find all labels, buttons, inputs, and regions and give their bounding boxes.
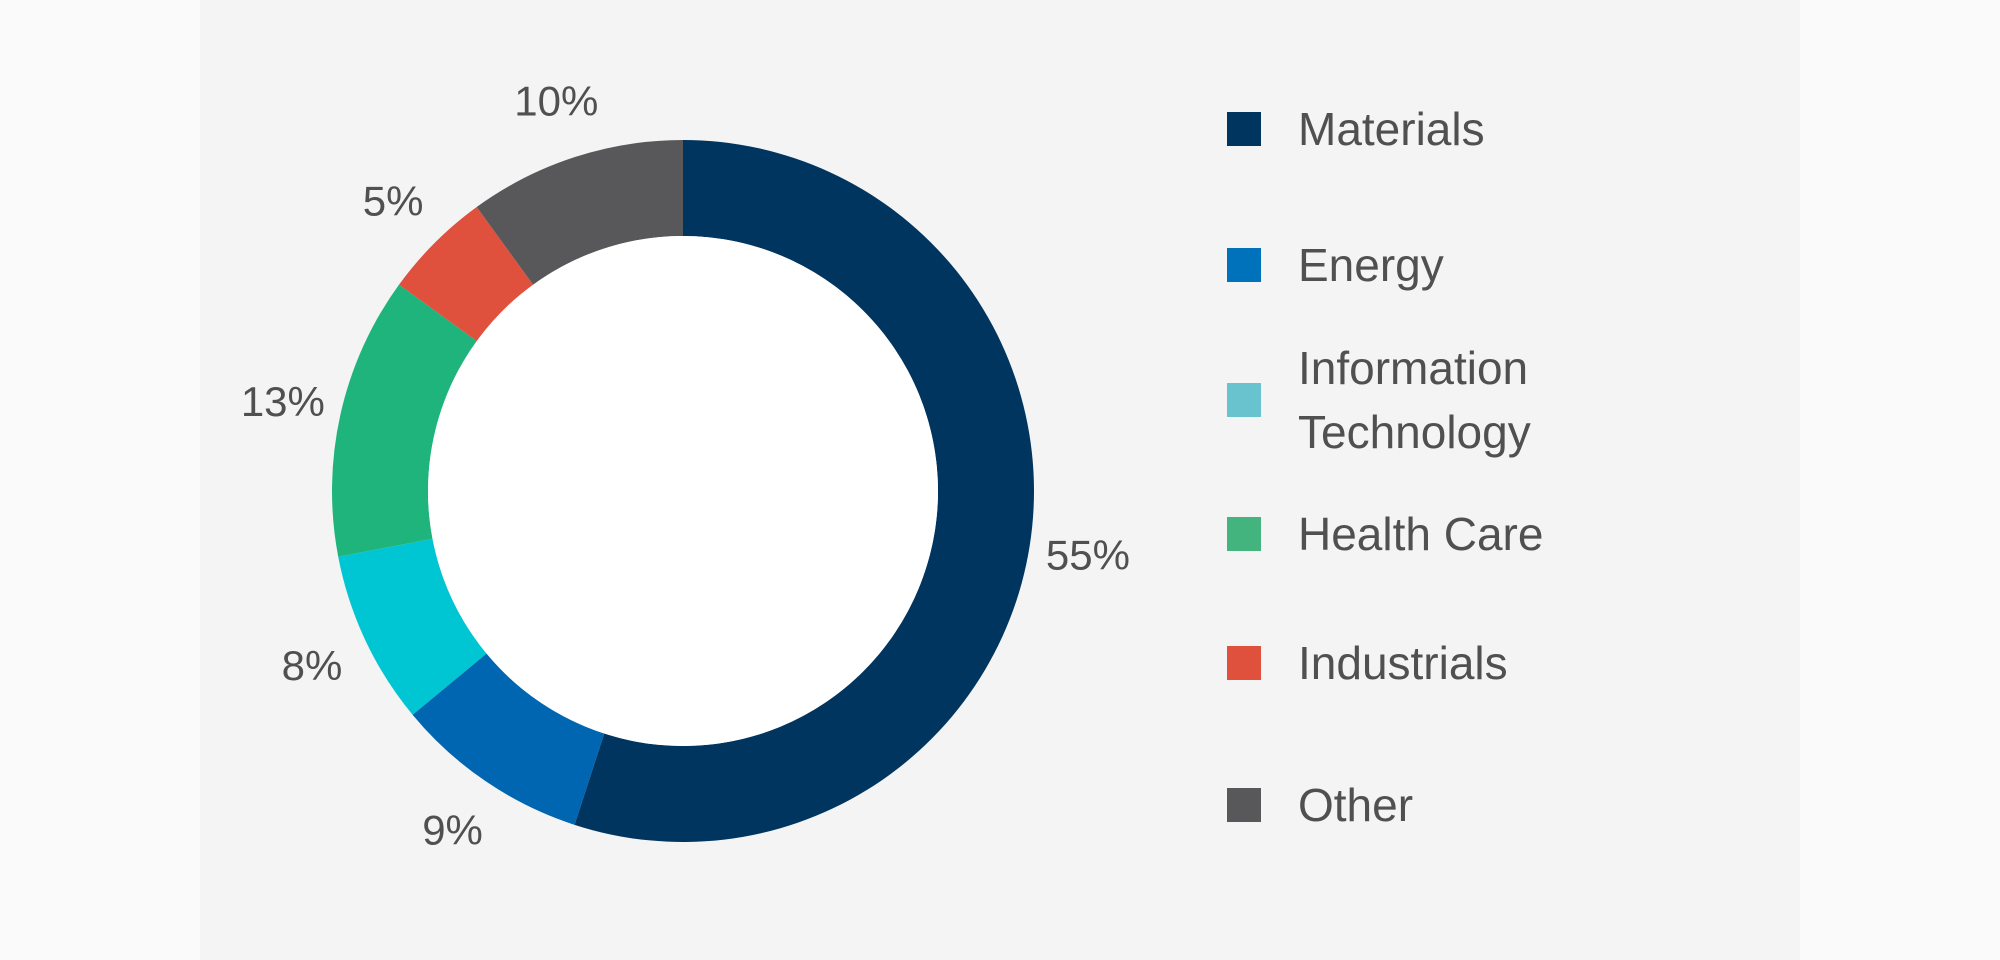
legend-item-energy: Energy [1227, 233, 1727, 297]
pct-label-industrials: 5% [363, 178, 424, 225]
slice-materials [574, 140, 1034, 842]
percent-labels-group: 55% 9% 8% 13% 5% 10% [241, 78, 1130, 854]
donut-hole [428, 236, 938, 746]
donut-chart: 55% 9% 8% 13% 5% 10% [241, 78, 1130, 854]
legend-item-materials: Materials [1227, 97, 1727, 161]
slice-health-care [332, 284, 477, 557]
legend-label-information-technology: Information Technology [1298, 342, 1531, 458]
legend-label-energy: Energy [1298, 239, 1444, 291]
legend-swatch-other [1227, 788, 1261, 822]
pct-label-health-care: 13% [241, 378, 325, 425]
legend-item-health-care: Health Care [1227, 502, 1727, 566]
pct-label-other: 10% [514, 78, 598, 125]
pct-label-information-technology: 8% [282, 642, 343, 689]
legend-item-other: Other [1227, 773, 1727, 837]
legend-item-information-technology: Information Technology [1227, 336, 1727, 464]
pct-label-energy: 9% [422, 807, 483, 854]
legend-label-industrials: Industrials [1298, 637, 1508, 689]
legend-swatch-energy [1227, 248, 1261, 282]
slices-group [332, 140, 1034, 842]
legend: Materials Energy Information Technology … [1227, 0, 1727, 960]
legend-swatch-materials [1227, 112, 1261, 146]
legend-label-other: Other [1298, 779, 1414, 831]
chart-panel: 55% 9% 8% 13% 5% 10% Materials Energy Informa… [200, 0, 1800, 960]
legend-swatch-industrials [1227, 646, 1261, 680]
legend-swatch-information-technology [1227, 383, 1261, 417]
legend-label-health-care: Health Care [1298, 508, 1544, 560]
slice-energy [412, 653, 605, 825]
legend-swatch-health-care [1227, 517, 1261, 551]
slice-information-technology [338, 538, 487, 715]
pct-label-materials: 55% [1046, 532, 1130, 579]
legend-label-materials: Materials [1298, 103, 1485, 155]
legend-item-industrials: Industrials [1227, 631, 1727, 695]
slice-other [476, 140, 683, 285]
slice-industrials [399, 207, 534, 342]
